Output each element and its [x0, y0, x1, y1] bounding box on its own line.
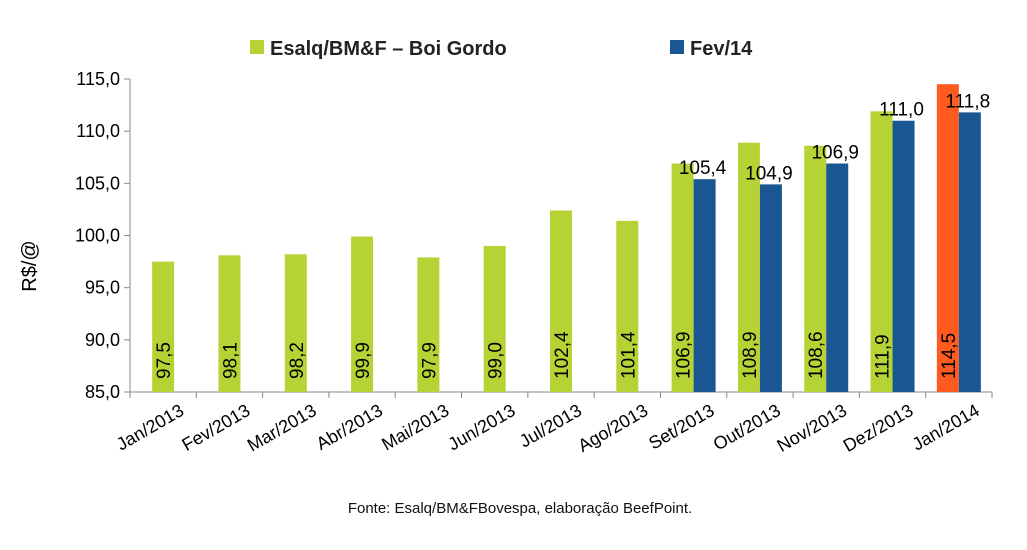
bar-esalq	[284, 254, 307, 392]
bar-esalq	[804, 145, 827, 392]
x-tick-label: Out/2013	[710, 400, 784, 454]
bar-label-esalq: 99,9	[353, 342, 374, 379]
bar-esalq	[616, 220, 639, 392]
bar-fev14	[892, 120, 915, 392]
y-tick-label: 100,0	[75, 226, 120, 246]
bar-label-esalq: 98,1	[220, 342, 241, 379]
bar-label-esalq: 101,4	[618, 331, 639, 379]
bar-label-fev14: 104,9	[745, 163, 793, 184]
x-tick-label: Jun/2013	[445, 400, 519, 454]
legend-label-fev14: Fev/14	[690, 38, 753, 60]
legend: Esalq/BM&F – Boi Gordo Fev/14	[250, 38, 753, 60]
x-tick-label: Abr/2013	[313, 400, 386, 454]
bar-label-fev14: 111,0	[879, 100, 924, 121]
bar-label-esalq: 102,4	[552, 331, 573, 379]
bar-label-esalq: 114,5	[939, 333, 960, 379]
bar-label-esalq: 111,9	[873, 334, 894, 379]
bar-esalq	[550, 210, 572, 392]
x-axis-ticks: Jan/2013Fev/2013Mar/2013Abr/2013Mai/2013…	[113, 392, 993, 456]
bar-esalq	[870, 111, 893, 393]
legend-label-esalq: Esalq/BM&F – Boi Gordo	[270, 38, 507, 60]
bar-label-esalq: 97,9	[419, 342, 440, 379]
bar-label-fev14: 111,8	[945, 91, 990, 112]
bar-label-fev14: 105,4	[679, 158, 727, 179]
x-tick-label: Set/2013	[645, 400, 717, 453]
bar-esalq	[152, 261, 175, 392]
bars	[152, 84, 981, 393]
bar-label-fev14: 106,9	[811, 143, 859, 164]
x-tick-label: Mai/2013	[378, 400, 452, 454]
y-axis-label: R$/@	[19, 240, 41, 291]
bar-esalq	[671, 163, 694, 392]
bar-label-esalq: 108,9	[740, 331, 761, 379]
x-tick-label: Jul/2013	[516, 400, 585, 451]
x-tick-label: Mar/2013	[244, 400, 320, 455]
legend-swatch-fev14	[670, 40, 684, 54]
y-axis-ticks: 85,0 90,0 95,0 100,0 105,0 110,0 115,0	[75, 69, 130, 402]
x-tick-label: Jan/2014	[909, 400, 983, 454]
y-tick-label: 90,0	[85, 330, 120, 350]
y-tick-label: 110,0	[76, 121, 120, 141]
bar-esalq	[417, 257, 440, 392]
y-tick-label: 85,0	[85, 382, 120, 402]
bar-fev14	[826, 163, 849, 392]
bar-fev14	[958, 112, 981, 393]
bar-esalq	[737, 142, 760, 392]
y-tick-label: 105,0	[75, 173, 120, 193]
x-tick-label: Ago/2013	[575, 400, 652, 456]
bar-label-esalq: 97,5	[154, 342, 175, 379]
source-note: Fonte: Esalq/BM&FBovespa, elaboração Bee…	[348, 500, 692, 517]
x-tick-label: Jan/2013	[113, 400, 187, 454]
bar-label-esalq: 98,2	[287, 342, 308, 379]
bar-esalq	[218, 255, 241, 392]
y-tick-label: 115,0	[76, 69, 120, 89]
x-tick-label: Nov/2013	[773, 400, 850, 456]
y-tick-label: 95,0	[85, 278, 120, 298]
bar-label-esalq: 106,9	[674, 331, 695, 379]
x-tick-label: Fev/2013	[178, 400, 253, 455]
bar-esalq	[483, 245, 506, 392]
bar-labels: 97,5 98,1 98,2 99,9 97,9 99,0 102,4 101,4 106,9 1…	[154, 91, 990, 379]
bar-label-esalq: 99,0	[486, 342, 507, 379]
x-tick-label: Dez/2013	[840, 400, 917, 456]
bar-esalq	[351, 236, 374, 392]
bar-fev14	[693, 179, 716, 392]
bar-esalq	[936, 84, 959, 392]
legend-swatch-esalq	[250, 40, 264, 54]
bar-label-esalq: 108,6	[806, 331, 827, 379]
bar-fev14	[759, 184, 782, 392]
